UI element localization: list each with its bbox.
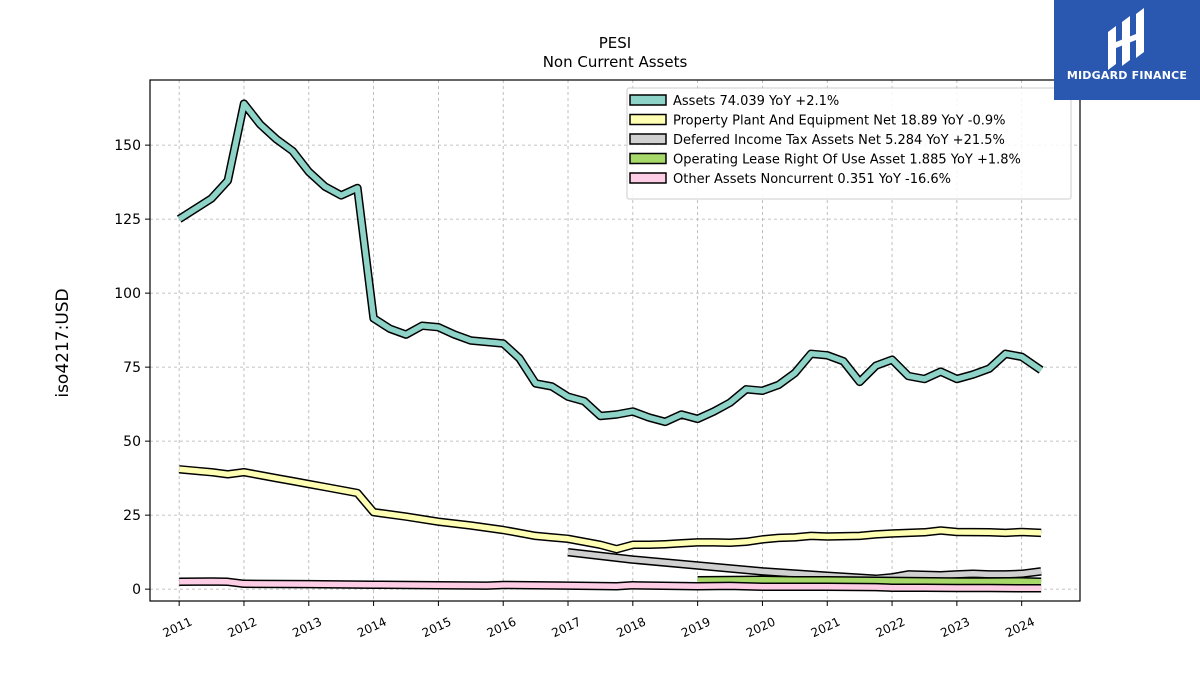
series-line-3 xyxy=(697,576,1042,585)
y-tick-label: 25 xyxy=(123,508,141,524)
series-line-1 xyxy=(178,466,1042,552)
y-tick-label: 125 xyxy=(114,212,141,228)
legend-swatch xyxy=(629,94,667,106)
y-tick-label: 0 xyxy=(132,582,141,598)
legend-label: Property Plant And Equipment Net 18.89 Y… xyxy=(673,114,1006,129)
y-axis-label: iso4217:USD xyxy=(53,288,73,397)
legend-label: Deferred Income Tax Assets Net 5.284 YoY… xyxy=(673,133,1005,148)
x-tick-label: 2022 xyxy=(874,615,908,641)
legend-label: Operating Lease Right Of Use Asset 1.885… xyxy=(673,153,1021,168)
x-tick-label: 2024 xyxy=(1003,615,1037,641)
x-tick-label: 2012 xyxy=(225,615,259,641)
plot-frame xyxy=(149,79,1081,602)
chart-title: PESI xyxy=(599,34,631,52)
x-tick-label: 2019 xyxy=(679,615,713,641)
series-line-0 xyxy=(177,100,1043,425)
axis-ticks: 0 25 50 75 100 125 150 2011 2012 2013 2014 2015 2016… xyxy=(114,138,1037,640)
y-tick-label: 100 xyxy=(114,286,141,302)
brand-logo: MIDGARD FINANCE xyxy=(1054,0,1200,100)
legend-box xyxy=(626,87,1072,200)
legend-swatch xyxy=(629,152,667,165)
series-line-2 xyxy=(567,549,1042,582)
chart-subtitle: Non Current Assets xyxy=(543,53,688,71)
brand-mark-icon xyxy=(1108,8,1144,70)
x-tick-label: 2016 xyxy=(485,615,519,641)
legend-swatch xyxy=(629,172,667,184)
y-tick-label: 50 xyxy=(123,434,141,450)
brand-name: MIDGARD FINANCE xyxy=(1066,69,1188,82)
x-tick-label: 2023 xyxy=(938,615,972,641)
legend-swatch xyxy=(629,113,667,126)
series-line-4 xyxy=(179,578,1042,592)
x-tick-label: 2013 xyxy=(290,615,324,641)
x-tick-label: 2014 xyxy=(355,615,389,641)
x-tick-label: 2021 xyxy=(809,615,843,641)
legend-label: Assets 74.039 YoY +2.1% xyxy=(673,94,839,109)
x-tick-label: 2017 xyxy=(550,615,584,641)
y-tick-label: 150 xyxy=(114,138,141,154)
x-tick-label: 2020 xyxy=(744,615,778,641)
legend-label: Other Assets Noncurrent 0.351 YoY -16.6% xyxy=(673,172,951,187)
legend: Assets 74.039 YoY +2.1% Property Plant An… xyxy=(626,87,1072,200)
x-tick-label: 2018 xyxy=(614,615,648,641)
series-group xyxy=(176,99,1044,593)
x-tick-label: 2015 xyxy=(420,615,454,641)
y-tick-label: 75 xyxy=(123,360,141,376)
legend-swatch xyxy=(629,133,667,145)
x-tick-label: 2011 xyxy=(161,615,195,641)
